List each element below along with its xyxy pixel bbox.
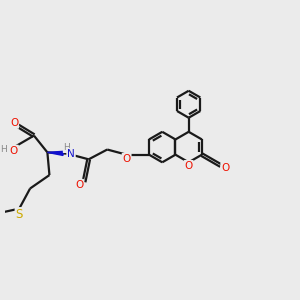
Text: O: O [75, 180, 83, 190]
Text: O: O [221, 163, 230, 173]
Text: H: H [64, 143, 70, 152]
Text: S: S [16, 208, 23, 221]
Text: N: N [67, 149, 75, 159]
Text: O: O [184, 161, 193, 171]
Text: O: O [10, 146, 18, 155]
Text: O: O [122, 154, 131, 164]
Text: H: H [0, 145, 7, 154]
Polygon shape [47, 151, 63, 155]
Text: O: O [10, 118, 18, 128]
